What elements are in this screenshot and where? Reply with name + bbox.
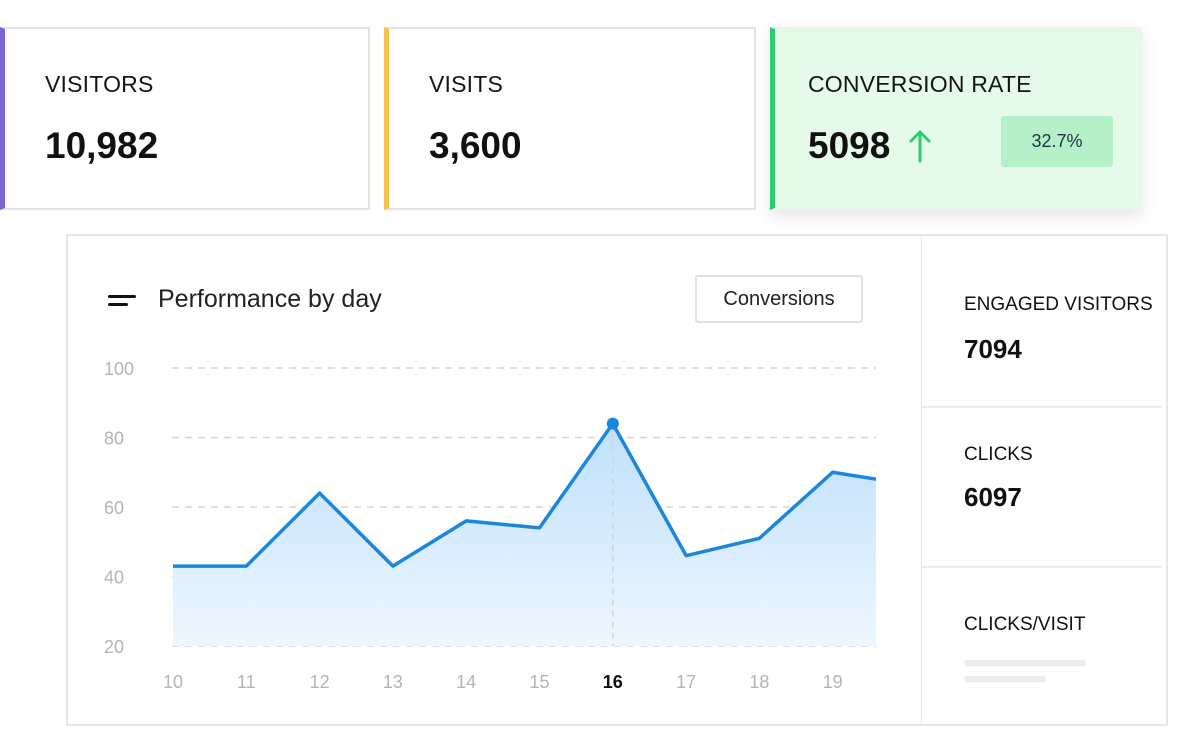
y-tick-label: 40 [104,568,124,588]
x-tick-label: 18 [749,672,769,692]
clicks-per-visit-stat: CLICKS/VISIT [922,568,1166,726]
clicks-value: 6097 [964,482,1022,512]
clicks-stat: CLICKS 6097 [922,408,1166,566]
conversion-percent-badge: 32.7% [1001,116,1113,167]
loading-placeholder-bar [964,676,1046,682]
menu-lines-icon [108,295,138,309]
x-tick-label: 14 [456,672,476,692]
highlight-point [606,417,619,430]
clicks-per-visit-label: CLICKS/VISIT [964,614,1086,635]
engaged-visitors-value: 7094 [964,334,1022,364]
visitors-value: 10,982 [45,125,159,166]
performance-chart-panel: 100 80 60 40 20 10 11 12 13 14 15 16 17 18 19 Performa… [66,234,923,726]
clicks-label: CLICKS [964,444,1033,465]
chart-title: Performance by day [158,285,382,313]
visits-value: 3,600 [429,125,522,166]
conversion-rate-card: CONVERSION RATE 5098 32.7% [770,27,1142,210]
series-line [173,421,877,568]
x-tick-label: 17 [676,672,696,692]
arrow-up-icon [909,130,931,163]
visitors-card: VISITORS 10,982 [0,27,370,210]
y-tick-label: 60 [104,498,124,518]
x-tick-label: 19 [823,672,843,692]
x-tick-label: 11 [237,672,256,692]
engaged-visitors-stat: ENGAGED VISITORS 7094 [922,236,1166,406]
loading-placeholder-bar [964,660,1086,666]
visits-label: VISITS [429,71,504,97]
y-tick-label: 100 [104,359,134,379]
conversion-rate-label: CONVERSION RATE [808,71,1032,97]
conversion-rate-value: 5098 [808,125,891,166]
y-tick-label: 80 [104,429,124,449]
visits-card: VISITS 3,600 [384,27,756,210]
x-tick-label: 10 [163,672,183,692]
x-tick-label: 13 [383,672,403,692]
divider [922,406,1162,408]
x-tick-label: 16 [603,672,623,692]
engaged-visitors-label: ENGAGED VISITORS [964,294,1153,315]
x-tick-label: 12 [310,672,330,692]
area-fill [173,423,876,646]
performance-chart: 100 80 60 40 20 10 11 12 13 14 15 16 17 18 19 [104,359,877,692]
visitors-label: VISITORS [45,71,154,97]
y-tick-label: 20 [104,637,124,657]
x-tick-label: 15 [529,672,549,692]
divider [922,566,1162,568]
side-stats-panel: ENGAGED VISITORS 7094 CLICKS 6097 CLICKS… [922,234,1168,726]
conversions-button[interactable]: Conversions [695,275,863,323]
